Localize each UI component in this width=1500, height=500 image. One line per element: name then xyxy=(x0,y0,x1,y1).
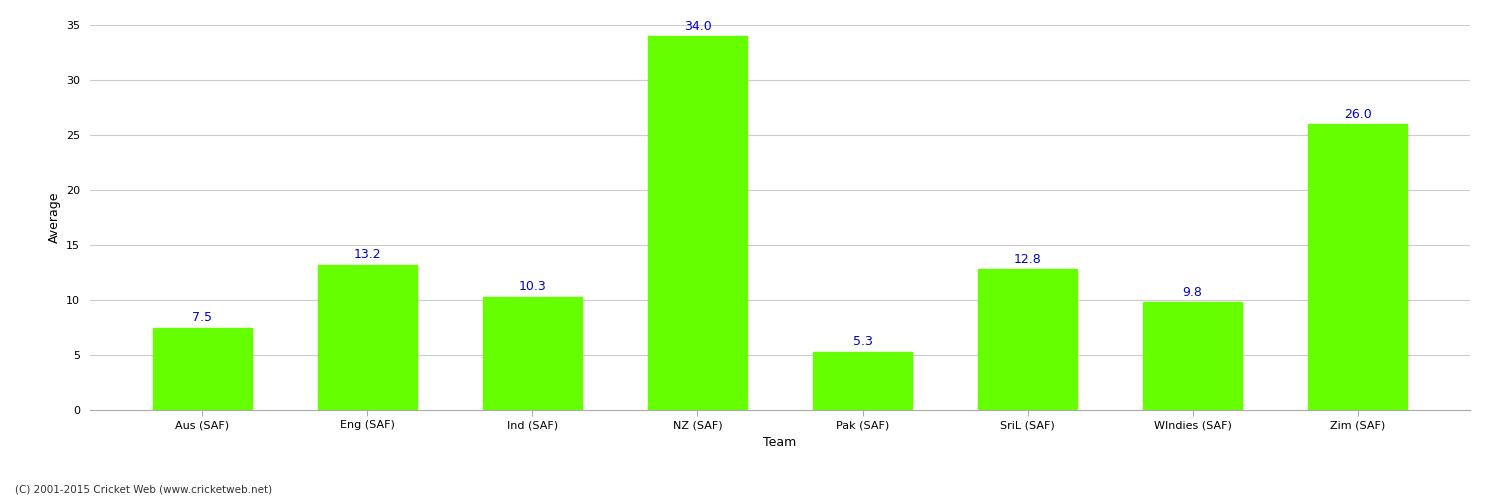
Bar xyxy=(1308,124,1407,410)
Text: 26.0: 26.0 xyxy=(1344,108,1371,120)
Text: (C) 2001-2015 Cricket Web (www.cricketweb.net): (C) 2001-2015 Cricket Web (www.cricketwe… xyxy=(15,485,272,495)
X-axis label: Team: Team xyxy=(764,436,796,449)
Text: 5.3: 5.3 xyxy=(852,336,873,348)
Bar xyxy=(318,265,417,410)
Bar xyxy=(978,269,1077,410)
Bar xyxy=(813,352,912,410)
Text: 34.0: 34.0 xyxy=(684,20,711,32)
Y-axis label: Average: Average xyxy=(48,192,60,244)
Text: 7.5: 7.5 xyxy=(192,311,211,324)
Text: 10.3: 10.3 xyxy=(519,280,546,293)
Text: 12.8: 12.8 xyxy=(1014,253,1041,266)
Text: 13.2: 13.2 xyxy=(354,248,381,262)
Bar xyxy=(153,328,252,410)
Bar xyxy=(1143,302,1242,410)
Text: 9.8: 9.8 xyxy=(1182,286,1203,299)
Bar xyxy=(648,36,747,410)
Bar xyxy=(483,296,582,410)
